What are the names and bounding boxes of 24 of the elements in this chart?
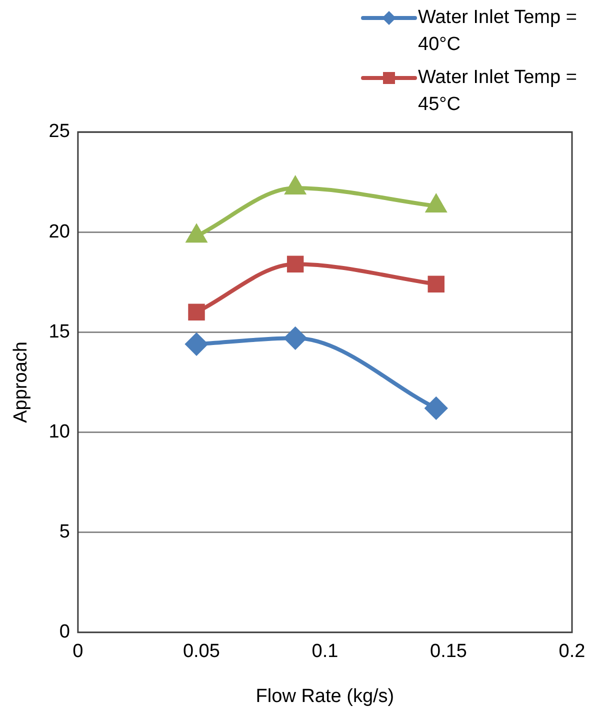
legend-label: Water Inlet Temp = 45°C <box>418 66 578 117</box>
point <box>426 195 446 213</box>
point <box>425 397 448 420</box>
x-tick-label: 0.15 <box>430 641 467 662</box>
x-tick-label: 0 <box>72 641 84 662</box>
point <box>286 177 306 195</box>
y-tick-label: 25 <box>48 121 70 142</box>
y-tick-label: 15 <box>48 321 70 342</box>
point <box>286 256 304 272</box>
y-tick-label: 5 <box>59 522 70 543</box>
legend-label: Water Inlet Temp = 40°C <box>418 6 578 57</box>
x-tick-label: 0.2 <box>558 641 586 662</box>
y-axis-title: Approach <box>10 342 32 423</box>
x-tick-label: 0.05 <box>182 641 220 662</box>
x-tick-label: 0.1 <box>312 641 338 662</box>
point <box>428 276 444 292</box>
point <box>186 225 206 243</box>
y-tick-label: 10 <box>48 421 70 442</box>
point <box>186 333 208 356</box>
y-tick-label: 0 <box>59 622 70 643</box>
y-tick-label: 20 <box>48 221 70 242</box>
x-axis-title: Flow Rate (kg/s) <box>256 686 394 707</box>
point <box>284 327 306 350</box>
point <box>188 304 205 321</box>
